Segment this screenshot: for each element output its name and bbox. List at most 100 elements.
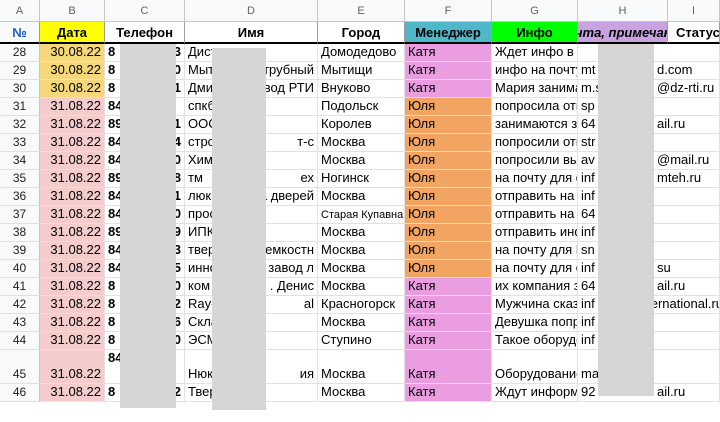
info-cell[interactable]: Такое оборудов bbox=[492, 332, 578, 350]
row-number[interactable]: 28 bbox=[0, 44, 40, 62]
date-cell[interactable]: 31.08.22 bbox=[40, 98, 105, 116]
header-manager[interactable]: Менеджер bbox=[405, 22, 492, 44]
city-cell[interactable]: Москва bbox=[318, 384, 405, 402]
manager-cell[interactable]: Юля bbox=[405, 152, 492, 170]
city-cell[interactable]: Красногорск bbox=[318, 296, 405, 314]
manager-cell[interactable]: Юля bbox=[405, 116, 492, 134]
manager-cell[interactable]: Катя bbox=[405, 62, 492, 80]
info-cell[interactable]: попросила отпр bbox=[492, 98, 578, 116]
date-cell[interactable]: 31.08.22 bbox=[40, 170, 105, 188]
city-cell[interactable]: Королев bbox=[318, 116, 405, 134]
info-cell[interactable]: попросили выс bbox=[492, 152, 578, 170]
manager-cell[interactable]: Катя bbox=[405, 332, 492, 350]
header-email[interactable]: Почта, примечание bbox=[578, 22, 668, 44]
column-letter-h[interactable]: H bbox=[578, 0, 668, 22]
city-cell[interactable]: Москва bbox=[318, 350, 405, 384]
info-cell[interactable]: Мария занимае bbox=[492, 80, 578, 98]
row-number[interactable]: 37 bbox=[0, 206, 40, 224]
header-rownum[interactable]: № bbox=[0, 22, 40, 44]
info-cell[interactable]: на почту для На bbox=[492, 242, 578, 260]
row-number[interactable]: 31 bbox=[0, 98, 40, 116]
info-cell[interactable]: на почту для от bbox=[492, 170, 578, 188]
city-cell[interactable]: Москва bbox=[318, 224, 405, 242]
city-cell[interactable]: Подольск bbox=[318, 98, 405, 116]
date-cell[interactable]: 31.08.22 bbox=[40, 242, 105, 260]
column-letter-a[interactable]: A bbox=[0, 0, 40, 22]
header-date[interactable]: Дата bbox=[40, 22, 105, 44]
city-cell[interactable]: Москва bbox=[318, 314, 405, 332]
column-letter-c[interactable]: C bbox=[105, 0, 185, 22]
manager-cell[interactable]: Юля bbox=[405, 188, 492, 206]
column-letter-d[interactable]: D bbox=[185, 0, 318, 22]
date-cell[interactable]: 31.08.22 bbox=[40, 332, 105, 350]
manager-cell[interactable]: Катя bbox=[405, 278, 492, 296]
date-cell[interactable]: 31.08.22 bbox=[40, 188, 105, 206]
row-number[interactable]: 32 bbox=[0, 116, 40, 134]
header-phone[interactable]: Телефон bbox=[105, 22, 185, 44]
date-cell[interactable]: 31.08.22 bbox=[40, 350, 105, 384]
info-cell[interactable]: Девушка попрос bbox=[492, 314, 578, 332]
manager-cell[interactable]: Катя bbox=[405, 314, 492, 332]
info-cell[interactable]: Ждут информа bbox=[492, 384, 578, 402]
city-cell[interactable]: Мытищи bbox=[318, 62, 405, 80]
date-cell[interactable]: 31.08.22 bbox=[40, 384, 105, 402]
header-name[interactable]: Имя bbox=[185, 22, 318, 44]
info-cell[interactable]: попросили отпр bbox=[492, 134, 578, 152]
info-cell[interactable]: на почту для оз bbox=[492, 260, 578, 278]
column-letter-i[interactable]: I bbox=[668, 0, 720, 22]
date-cell[interactable]: 31.08.22 bbox=[40, 314, 105, 332]
city-cell[interactable]: Москва bbox=[318, 260, 405, 278]
city-cell[interactable]: Москва bbox=[318, 188, 405, 206]
city-cell[interactable]: Старая Купавна bbox=[318, 206, 405, 224]
column-letter-b[interactable]: B bbox=[40, 0, 105, 22]
info-cell[interactable]: их компания за bbox=[492, 278, 578, 296]
city-cell[interactable]: Москва bbox=[318, 152, 405, 170]
info-cell[interactable]: занимаются зак bbox=[492, 116, 578, 134]
info-cell[interactable]: инфо на почту bbox=[492, 62, 578, 80]
row-number[interactable]: 36 bbox=[0, 188, 40, 206]
manager-cell[interactable]: Юля bbox=[405, 98, 492, 116]
info-cell[interactable]: отправить на пс bbox=[492, 206, 578, 224]
date-cell[interactable]: 31.08.22 bbox=[40, 260, 105, 278]
row-number[interactable]: 44 bbox=[0, 332, 40, 350]
date-cell[interactable]: 31.08.22 bbox=[40, 116, 105, 134]
manager-cell[interactable]: Юля bbox=[405, 224, 492, 242]
manager-cell[interactable]: Юля bbox=[405, 134, 492, 152]
row-number[interactable]: 40 bbox=[0, 260, 40, 278]
city-cell[interactable]: Москва bbox=[318, 278, 405, 296]
info-cell[interactable]: Ждет инфо в вс bbox=[492, 44, 578, 62]
city-cell[interactable]: Москва bbox=[318, 242, 405, 260]
city-cell[interactable]: Ногинск bbox=[318, 170, 405, 188]
row-number[interactable]: 43 bbox=[0, 314, 40, 332]
date-cell[interactable]: 31.08.22 bbox=[40, 206, 105, 224]
info-cell[interactable]: отправить на по bbox=[492, 188, 578, 206]
manager-cell[interactable]: Юля bbox=[405, 242, 492, 260]
manager-cell[interactable]: Юля bbox=[405, 260, 492, 278]
manager-cell[interactable]: Катя bbox=[405, 384, 492, 402]
row-number[interactable]: 34 bbox=[0, 152, 40, 170]
info-cell[interactable]: Оборудование bbox=[492, 350, 578, 384]
info-cell[interactable]: отправить инфо bbox=[492, 224, 578, 242]
info-cell[interactable]: Мужчина сказал bbox=[492, 296, 578, 314]
header-city[interactable]: Город bbox=[318, 22, 405, 44]
date-cell[interactable]: 31.08.22 bbox=[40, 152, 105, 170]
manager-cell[interactable]: Катя bbox=[405, 350, 492, 384]
header-status[interactable]: Статус bbox=[668, 22, 720, 44]
manager-cell[interactable]: Юля bbox=[405, 170, 492, 188]
column-letter-g[interactable]: G bbox=[492, 0, 578, 22]
row-number[interactable]: 30 bbox=[0, 80, 40, 98]
row-number[interactable]: 33 bbox=[0, 134, 40, 152]
column-letter-f[interactable]: F bbox=[405, 0, 492, 22]
date-cell[interactable]: 30.08.22 bbox=[40, 44, 105, 62]
row-number[interactable]: 42 bbox=[0, 296, 40, 314]
row-number[interactable]: 35 bbox=[0, 170, 40, 188]
column-letter-e[interactable]: E bbox=[318, 0, 405, 22]
row-number[interactable]: 39 bbox=[0, 242, 40, 260]
date-cell[interactable]: 31.08.22 bbox=[40, 278, 105, 296]
date-cell[interactable]: 31.08.22 bbox=[40, 224, 105, 242]
city-cell[interactable]: Москва bbox=[318, 134, 405, 152]
row-number[interactable]: 45 bbox=[0, 350, 40, 384]
row-number[interactable]: 46 bbox=[0, 384, 40, 402]
date-cell[interactable]: 30.08.22 bbox=[40, 80, 105, 98]
date-cell[interactable]: 31.08.22 bbox=[40, 296, 105, 314]
